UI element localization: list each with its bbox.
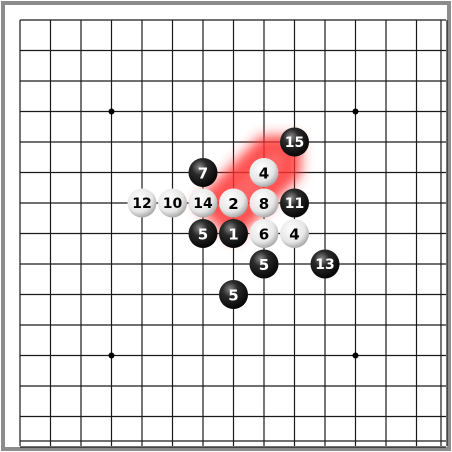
stone-disc xyxy=(249,249,279,279)
black-stone[interactable]: 7 xyxy=(188,158,218,187)
stone-move-number: 15 xyxy=(285,135,304,151)
black-stone[interactable]: 1 xyxy=(219,219,248,248)
black-stone[interactable]: 5 xyxy=(249,249,279,279)
stone-disc xyxy=(219,219,248,248)
stone-move-number: 11 xyxy=(285,196,304,212)
stone-move-number: 5 xyxy=(259,256,269,274)
white-stone[interactable]: 14 xyxy=(188,188,218,218)
stone-move-number: 7 xyxy=(198,165,208,183)
stone-move-number: 5 xyxy=(228,287,238,305)
stone-move-number: 4 xyxy=(259,165,269,183)
stone-disc xyxy=(280,188,309,218)
stone-disc xyxy=(188,158,218,187)
black-stone[interactable]: 15 xyxy=(280,127,309,157)
stone-move-number: 2 xyxy=(228,195,238,213)
stones: 15 7 4 12 10 14 2 8 11 5 1 6 4 5 13 5 xyxy=(127,127,340,309)
stone-move-number: 13 xyxy=(315,257,334,273)
white-stone[interactable]: 4 xyxy=(249,158,279,187)
stone-disc xyxy=(249,158,279,187)
white-stone[interactable]: 8 xyxy=(249,188,279,218)
white-stone[interactable]: 12 xyxy=(127,188,157,218)
stone-disc xyxy=(127,188,157,218)
stone-move-number: 14 xyxy=(193,196,213,212)
stone-disc xyxy=(158,188,187,218)
black-stone[interactable]: 5 xyxy=(188,219,218,248)
star-points xyxy=(108,108,359,359)
stone-move-number: 1 xyxy=(228,226,238,244)
star-point xyxy=(108,108,115,115)
stone-move-number: 5 xyxy=(198,226,208,244)
stone-disc xyxy=(249,219,279,248)
stone-move-number: 4 xyxy=(289,226,299,244)
stone-move-number: 8 xyxy=(259,195,269,213)
stone-disc xyxy=(188,188,218,218)
stone-disc xyxy=(219,280,248,309)
star-point xyxy=(352,352,359,359)
black-stone[interactable]: 5 xyxy=(219,280,248,309)
stone-disc xyxy=(188,219,218,248)
star-point xyxy=(108,352,115,359)
black-stone[interactable]: 13 xyxy=(310,249,340,279)
white-stone[interactable]: 10 xyxy=(158,188,187,218)
stone-disc xyxy=(310,249,340,279)
white-stone[interactable]: 2 xyxy=(219,188,248,218)
white-stone[interactable]: 6 xyxy=(249,219,279,248)
stone-disc xyxy=(249,188,279,218)
stone-move-number: 6 xyxy=(259,226,269,244)
stone-disc xyxy=(280,127,309,157)
stone-disc xyxy=(280,219,309,248)
star-point xyxy=(352,108,359,115)
stone-disc xyxy=(219,188,248,218)
white-stone[interactable]: 4 xyxy=(280,219,309,248)
black-stone[interactable]: 11 xyxy=(280,188,309,218)
stone-move-number: 10 xyxy=(163,196,183,212)
stone-move-number: 12 xyxy=(132,196,151,212)
